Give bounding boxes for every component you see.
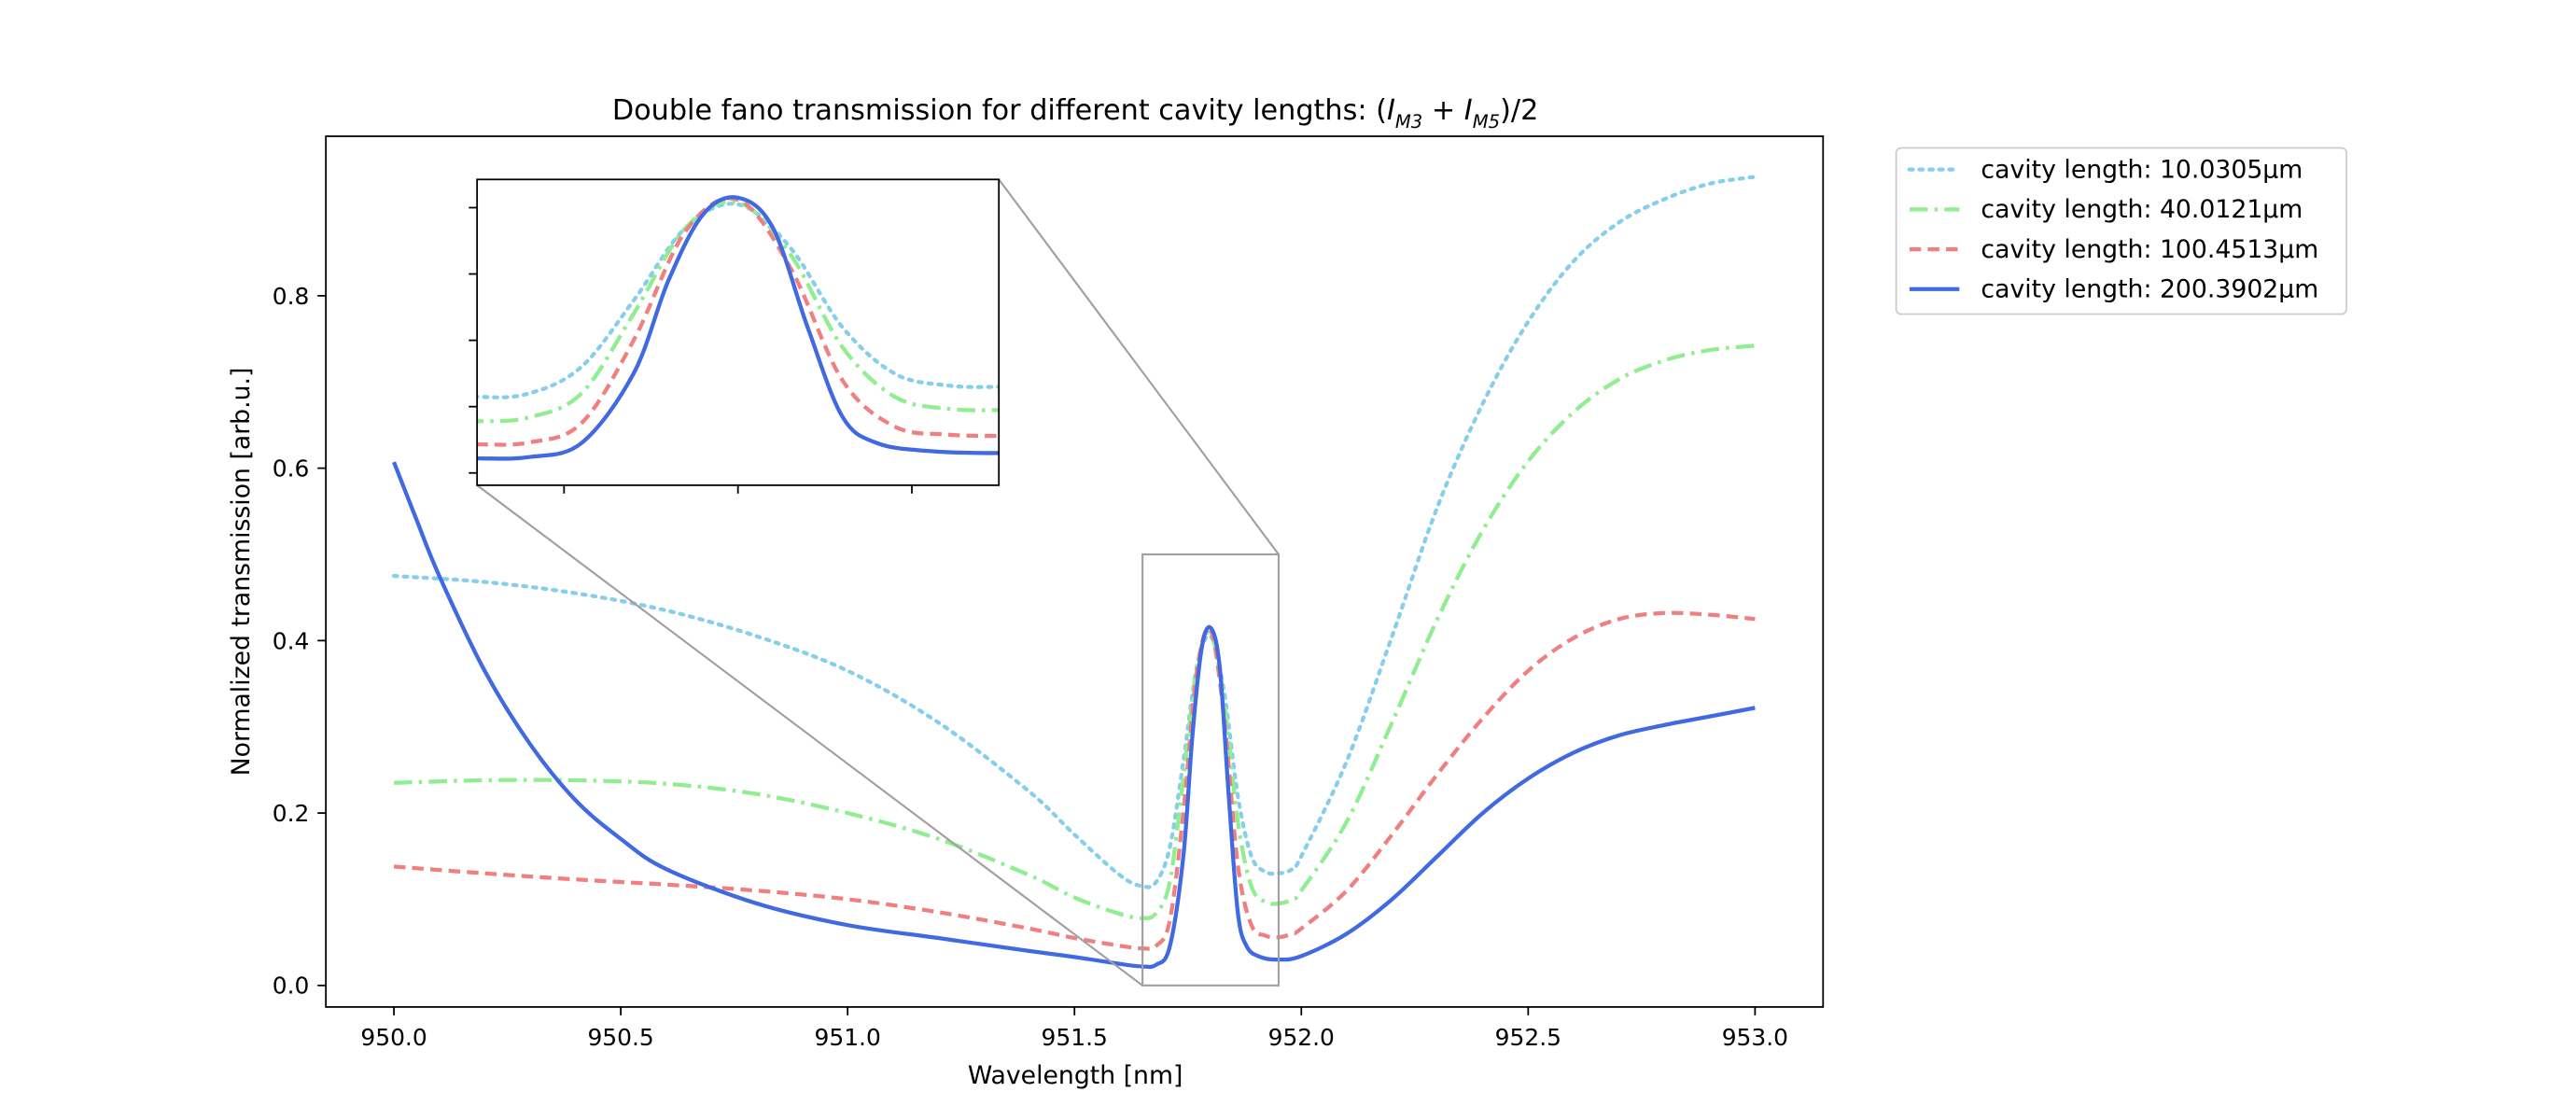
zoom-connector-lines	[476, 178, 1281, 987]
title-subscript-m3: M3	[1395, 111, 1422, 133]
svg-text:Double fano transmission for d: Double fano transmission for different c…	[612, 94, 1538, 133]
main-y-tick-label: 0.0	[273, 973, 310, 1000]
title-plus: +	[1422, 94, 1464, 127]
inset-plot-area	[469, 178, 1001, 494]
legend-frame	[1895, 147, 2348, 315]
legend-label-4: cavity length: 200.3902µm	[1981, 275, 2318, 304]
zoom-connector-lower	[476, 484, 1143, 987]
title-tail: )/2	[1500, 94, 1538, 127]
main-y-tick-label: 0.8	[273, 283, 310, 310]
inset-series-group	[477, 195, 1000, 461]
main-x-tick-label: 952.5	[1495, 1024, 1561, 1051]
y-axis-label: Normalized transmission [arb.u.]	[227, 368, 256, 777]
zoom-connector-upper	[998, 178, 1280, 555]
legend-label-3: cavity length: 100.4513µm	[1981, 235, 2318, 264]
main-x-tick-label: 952.0	[1268, 1024, 1335, 1051]
title-symbol-i3: I	[1387, 94, 1395, 127]
main-x-tick-label: 950.0	[360, 1024, 427, 1051]
zoom-indicator-box	[1141, 553, 1281, 987]
main-series-group	[391, 175, 1757, 970]
title-subscript-m5: M5	[1473, 111, 1500, 133]
title-symbol-i5: I	[1464, 94, 1473, 127]
main-x-tick-label: 953.0	[1722, 1024, 1788, 1051]
x-axis-label: Wavelength [nm]	[968, 1061, 1183, 1090]
legend-label-1: cavity length: 10.0305µm	[1981, 156, 2303, 185]
main-x-tick-label: 951.0	[815, 1024, 881, 1051]
main-x-tick-label: 950.5	[587, 1024, 653, 1051]
main-y-tick-label: 0.4	[273, 627, 310, 654]
title-text: Double fano transmission for different c…	[612, 94, 1387, 127]
inset-series-line-3	[477, 196, 1000, 447]
legend-label-2: cavity length: 40.0121µm	[1981, 195, 2303, 224]
main-series-line-2	[393, 343, 1756, 920]
main-y-tick-label: 0.6	[273, 455, 310, 483]
main-title: Double fano transmission for different c…	[612, 94, 1538, 133]
inset-series-line-4	[477, 195, 1000, 461]
main-y-tick-label: 0.2	[273, 800, 310, 827]
legend: cavity length: 10.0305µm cavity length: 4…	[1895, 147, 2348, 315]
main-series-line-4	[392, 461, 1756, 970]
main-x-tick-label: 951.5	[1042, 1024, 1108, 1051]
